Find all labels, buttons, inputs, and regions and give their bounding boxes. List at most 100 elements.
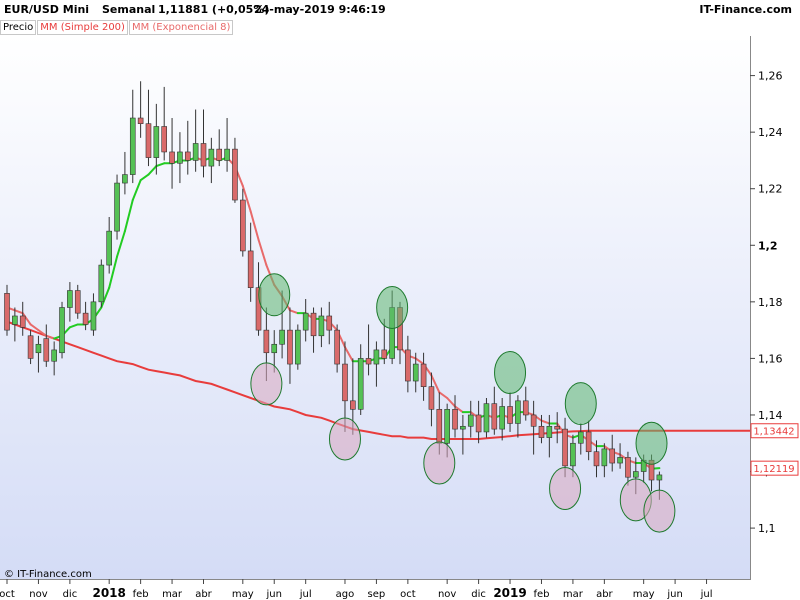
candle-body <box>106 230 112 266</box>
brand-label: IT-Finance.com <box>699 3 792 16</box>
chart-header: EUR/USD Mini Semanal 1,11881 (+0,05%) 24… <box>0 0 800 20</box>
x-tick-label: 2018 <box>92 586 125 600</box>
ema8-segment <box>438 391 449 399</box>
price-tag-label: 1,13442 <box>753 427 794 438</box>
y-tick-label: 1,26 <box>758 70 783 83</box>
candle-body <box>51 349 57 362</box>
candle-body <box>208 148 215 167</box>
x-tick-label: abr <box>195 589 212 600</box>
watermark: © IT-Finance.com <box>4 569 92 580</box>
ema8-segment <box>540 419 551 425</box>
x-tick-label: ago <box>336 589 355 600</box>
ema8-segment <box>21 312 32 326</box>
quote-label: 1,11881 (+0,05%) <box>158 3 270 16</box>
annotation-circle-green <box>635 421 668 465</box>
circles-layer <box>250 273 676 533</box>
candle-body <box>247 250 254 289</box>
x-tick-label: dic <box>471 589 486 600</box>
ema8-segment <box>13 309 24 315</box>
legend-price[interactable]: Precio <box>0 20 37 35</box>
candle-body <box>27 335 34 359</box>
candle-body <box>546 425 553 438</box>
candle-body <box>342 363 348 402</box>
price-tag-box <box>750 423 799 439</box>
ema8-segment <box>155 162 166 168</box>
candle-body <box>4 293 10 331</box>
candle-body <box>554 425 561 430</box>
candle-body <box>515 400 521 424</box>
annotation-circle-pink <box>423 441 456 485</box>
ema8-segment <box>147 165 158 176</box>
candle-body <box>161 126 167 153</box>
annotation-circle-pink <box>250 362 283 406</box>
candle-body <box>373 349 380 365</box>
annotation-circle-pink <box>643 489 676 533</box>
x-tick-label: mar <box>162 589 183 600</box>
annotation-circle-green <box>258 273 291 317</box>
candle-body <box>318 315 325 337</box>
x-tick-label: jun <box>666 589 682 600</box>
candle-body <box>98 264 105 303</box>
candle-body <box>365 358 372 365</box>
x-tick-label: 2019 <box>493 586 526 600</box>
candle-body <box>326 315 333 331</box>
candle-body <box>585 431 592 453</box>
x-tick-label: jun <box>266 589 282 600</box>
candle-body <box>570 442 576 467</box>
price-tag-box <box>750 460 799 476</box>
candle-body <box>601 448 608 467</box>
candle-body <box>562 428 568 467</box>
candle-body <box>302 312 309 331</box>
price-tags: 1,13442 1,12119 <box>750 423 799 476</box>
y-tick-label: 1,16 <box>758 352 783 365</box>
candle-body <box>460 425 466 430</box>
candle-body <box>428 386 435 410</box>
legend-sma200[interactable]: MM (Simple 200) <box>37 20 128 35</box>
y-tick-label: 1,2 <box>758 239 778 252</box>
candle-body <box>153 126 160 158</box>
candle-body <box>491 403 498 430</box>
candle-body <box>499 406 505 430</box>
candle-body <box>200 143 207 167</box>
ema8-segment <box>29 323 40 332</box>
x-tick-label: oct <box>0 589 15 600</box>
x-tick-label: mar <box>563 589 584 600</box>
candle-body <box>145 123 152 158</box>
ema8-segment <box>446 397 457 408</box>
candle-body <box>295 329 301 365</box>
candle-body <box>617 457 623 464</box>
candle-body <box>240 199 246 252</box>
x-tick-label: oct <box>400 589 416 600</box>
ema8-segment <box>414 357 425 366</box>
x-tick-label: may <box>232 589 254 600</box>
candle-body <box>122 174 128 184</box>
ema8-segment <box>100 286 111 309</box>
candle-body <box>436 409 443 444</box>
candle-body <box>74 290 81 314</box>
y-tick-label: 1,24 <box>758 126 783 139</box>
annotation-circle-green <box>494 351 527 395</box>
ema8-segment <box>249 210 260 241</box>
candle-body <box>475 414 482 433</box>
candle-body <box>19 315 26 328</box>
x-tick-label: nov <box>438 589 456 600</box>
annotation-circle-green <box>564 382 597 426</box>
annotation-circle-pink <box>328 417 361 461</box>
x-tick-label: dic <box>63 589 78 600</box>
ema8-segment <box>257 238 268 267</box>
legend-ema8[interactable]: MM (Exponencial 8) <box>128 20 234 35</box>
candle-body <box>444 409 450 444</box>
x-tick-label: feb <box>533 589 549 600</box>
candle-body <box>271 343 278 354</box>
candle-body <box>35 343 42 354</box>
x-tick-label: jul <box>299 589 312 600</box>
ema8-segment <box>454 405 464 414</box>
candle-body <box>538 425 545 438</box>
candle-body <box>90 301 97 331</box>
candle-body <box>632 471 639 478</box>
x-tick-label: nov <box>29 589 47 600</box>
ema8-segment <box>288 309 299 315</box>
candle-body <box>255 287 262 331</box>
candle-body <box>43 338 50 362</box>
